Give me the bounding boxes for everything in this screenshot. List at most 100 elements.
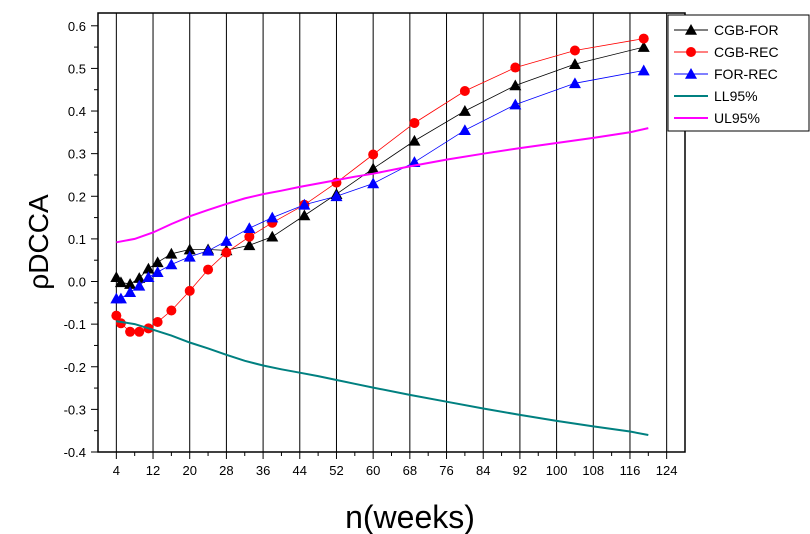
x-tick-label: 4 [113,463,120,478]
series-ul95 [116,127,649,244]
vertical-grid [115,13,668,452]
y-axis: -0.4 -0.3 -0.2 -0.1 0.0 0.1 0.2 0.3 0.4 0.5 0.6 [64,19,98,460]
data-point [133,279,146,291]
series-ll95 [116,320,649,436]
data-point [638,33,649,44]
x-tick-label: 108 [582,463,604,478]
data-point [184,285,195,296]
data-point [244,231,255,242]
data-point [266,211,279,223]
data-point [568,58,581,69]
data-point [569,45,580,56]
data-point [111,310,122,321]
data-point [266,230,279,242]
y-tick-label: 0.0 [68,275,86,290]
legend-label: LL95% [714,88,758,104]
data-point [368,149,379,160]
data-point [142,262,155,274]
x-tick-label: 44 [293,463,307,478]
x-tick-label: 84 [476,463,490,478]
data-point [568,77,581,89]
series-line [116,70,644,300]
data-point [202,244,215,256]
series-cgb-for [110,41,650,289]
data-point [367,177,380,189]
data-point [165,258,178,270]
y-axis-title: ρDCCA [23,194,54,290]
data-point [367,162,380,174]
x-tick-label: 68 [403,463,417,478]
data-point [408,134,421,146]
x-tick-label: 92 [513,463,527,478]
data-point [509,98,522,110]
legend-marker [685,24,697,35]
legend: CGB-FOR CGB-REC FOR-REC LL95% UL95% [667,14,810,132]
x-tick-label: 76 [439,463,453,478]
y-tick-label: 0.4 [68,104,86,119]
series-line [116,46,644,285]
legend-item: CGB-FOR [674,22,779,38]
data-point [134,326,145,337]
series-line [116,127,649,244]
y-tick-label: 0.3 [68,147,86,162]
data-point [151,266,164,277]
x-tick-label: 124 [656,463,678,478]
x-tick-label: 36 [256,463,270,478]
data-point [142,271,155,283]
legend-item: CGB-REC [674,44,779,60]
legend-label: CGB-FOR [714,22,779,38]
legend-label: CGB-REC [714,44,779,60]
series-layer [110,33,650,436]
data-point [298,198,311,210]
x-tick-label: 60 [366,463,380,478]
data-point [203,264,214,275]
data-point [220,235,233,246]
data-point [243,239,256,251]
legend-label: FOR-REC [714,66,778,82]
y-tick-label: -0.3 [64,402,86,417]
x-axis: 4 12 20 28 36 44 52 60 68 76 84 92 100 108 116 124 [113,452,678,478]
x-tick-label: 52 [329,463,343,478]
data-point [183,243,196,255]
series-line [115,38,644,333]
legend-marker [686,47,696,57]
legend-label: UL95% [714,110,760,126]
data-point [637,41,650,52]
data-point [114,276,127,288]
data-point [458,105,471,116]
y-tick-label: 0.2 [68,189,86,204]
data-point [509,79,522,91]
y-tick-label: 0.1 [68,232,86,247]
data-point [459,85,470,96]
data-point [124,278,137,289]
legend-item: FOR-REC [674,66,778,82]
data-point [125,326,136,337]
x-tick-label: 100 [546,463,568,478]
x-tick-label: 12 [146,463,160,478]
data-point [183,250,196,262]
data-point [330,190,343,202]
x-tick-label: 20 [182,463,196,478]
legend-item: LL95% [674,88,758,104]
data-point [114,292,127,304]
series-for-rec [110,64,650,304]
x-tick-label: 28 [219,463,233,478]
data-point [124,286,137,297]
data-point [298,209,311,221]
data-point [458,124,471,136]
legend-item: UL95% [674,110,760,126]
x-axis-title: n(weeks) [345,499,475,534]
data-point [221,247,232,258]
y-tick-label: -0.2 [64,360,86,375]
data-point [152,317,163,328]
series-cgb-rec [111,33,649,337]
data-point [510,62,521,73]
y-tick-label: 0.5 [68,61,86,76]
data-point [243,222,256,234]
y-tick-label: -0.4 [64,445,86,460]
data-point [165,247,178,259]
data-point [166,305,177,316]
data-point [133,272,146,283]
data-point [637,64,650,76]
